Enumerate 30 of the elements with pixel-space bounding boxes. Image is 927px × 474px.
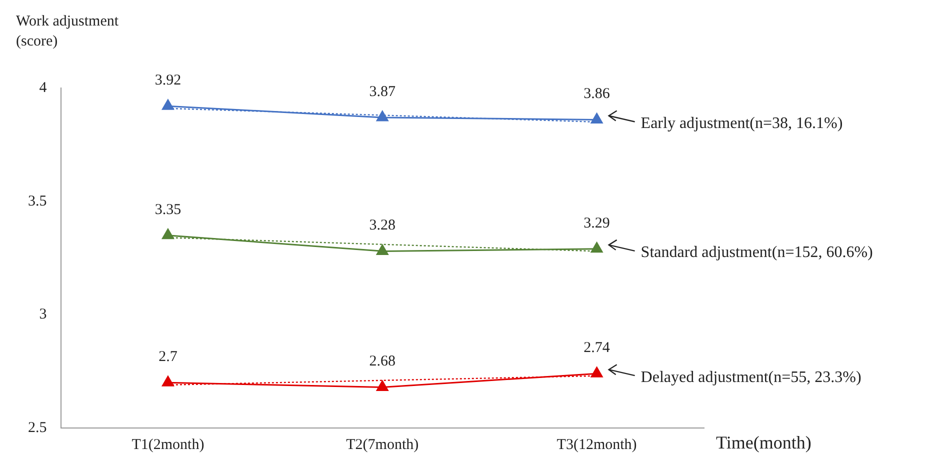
data-label: 2.7 [158,349,178,366]
point [162,99,174,110]
point [376,244,388,255]
data-label: 3.86 [584,86,610,102]
data-label: 3.29 [584,215,610,232]
y-tick-label: 3.5 [28,193,47,210]
x-tick-label: T3(12month) [556,436,637,453]
data-label: 2.74 [584,340,610,356]
point [590,366,603,378]
data-label: 3.35 [154,202,182,218]
text: Delayed adjustment(n=55, 23.3%) [640,368,862,386]
data-label: 3.87 [369,84,396,100]
point [376,110,388,122]
data-label: 2.68 [369,354,396,370]
x-tick-label: T2(7month) [346,436,419,453]
y-tick-label: 3 [39,306,47,323]
point [162,376,174,386]
y-axis-title: Work adjustment (score) [16,13,120,50]
y-tick-label: 2.5 [28,420,47,436]
point [162,228,174,240]
x-tick-label: T1(2month) [132,436,204,453]
point [376,380,388,391]
point [590,242,603,253]
y-tick-label: 4 [39,80,48,96]
point [590,112,603,124]
text: Early adjustment(n=38, 16.1%) [640,114,843,132]
x-axis-title: Time(month) [716,432,812,453]
data-label: 3.28 [369,218,396,234]
data-label: 3.92 [154,72,182,89]
text: Standard adjustment(n=152, 60.6%) [640,244,873,262]
